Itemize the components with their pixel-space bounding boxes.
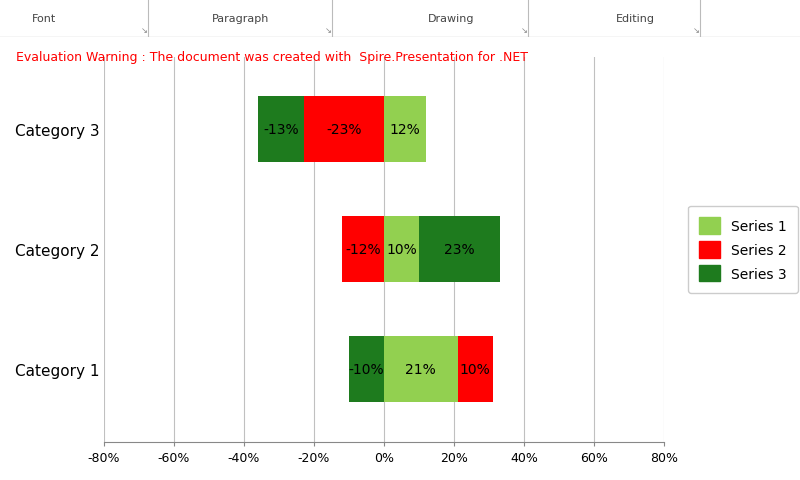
Text: 21%: 21%	[406, 362, 436, 377]
Text: 10%: 10%	[460, 362, 490, 377]
Text: ↘: ↘	[141, 25, 147, 35]
Text: ↘: ↘	[521, 25, 527, 35]
Text: 10%: 10%	[386, 242, 417, 257]
Bar	[384, 336, 458, 403]
Text: -10%: -10%	[349, 362, 384, 377]
Bar	[342, 216, 384, 283]
Text: Drawing: Drawing	[428, 14, 474, 24]
Bar	[384, 96, 426, 163]
Bar	[349, 336, 384, 403]
Text: -12%: -12%	[345, 242, 381, 257]
Bar	[258, 96, 303, 163]
Text: ↘: ↘	[325, 25, 331, 35]
Text: Evaluation Warning : The document was created with  Spire.Presentation for .NET: Evaluation Warning : The document was cr…	[16, 50, 528, 63]
Text: 12%: 12%	[390, 122, 420, 137]
Text: Paragraph: Paragraph	[212, 14, 270, 24]
Text: Editing: Editing	[616, 14, 655, 24]
Bar	[303, 96, 384, 163]
Bar	[458, 336, 493, 403]
Text: 23%: 23%	[444, 242, 474, 257]
Text: -23%: -23%	[326, 122, 362, 137]
Legend: Series 1, Series 2, Series 3: Series 1, Series 2, Series 3	[688, 206, 798, 293]
Text: -13%: -13%	[263, 122, 298, 137]
Bar	[384, 216, 419, 283]
Bar	[419, 216, 499, 283]
Text: ↘: ↘	[693, 25, 699, 35]
Text: Font: Font	[32, 14, 56, 24]
